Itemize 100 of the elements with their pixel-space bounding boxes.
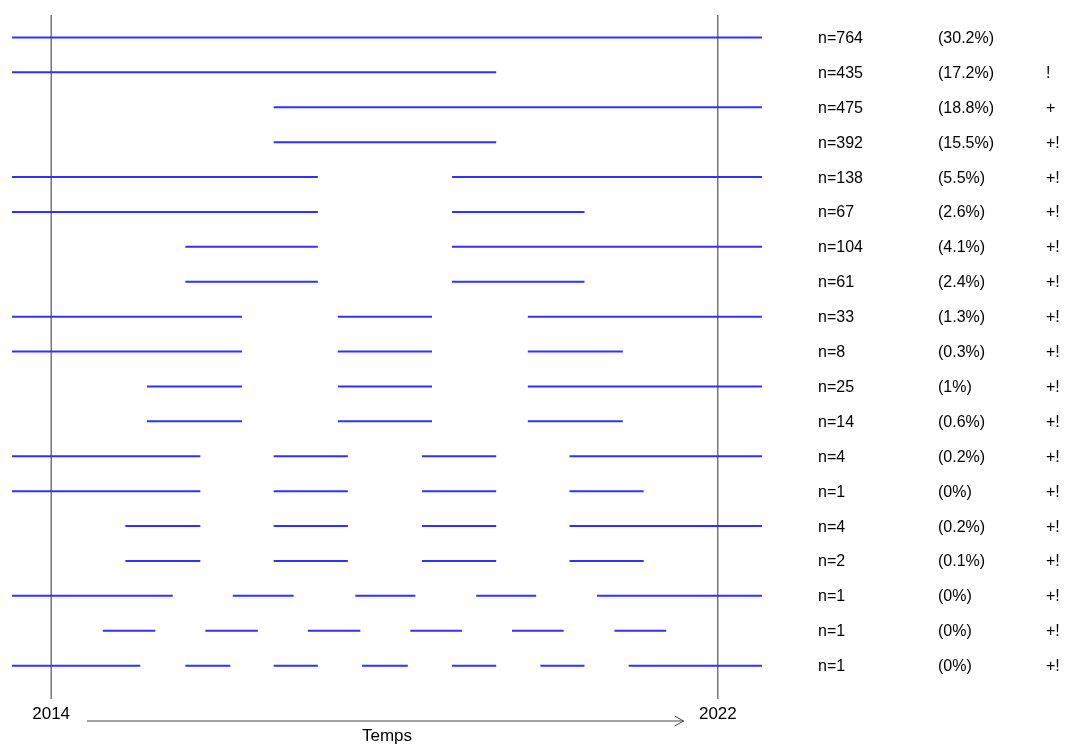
bar	[307, 629, 361, 632]
bar	[527, 385, 762, 388]
bar	[527, 350, 623, 353]
text: (0.2%)	[938, 517, 986, 535]
bar	[185, 664, 231, 667]
bar	[452, 176, 762, 179]
text: +	[1046, 98, 1056, 116]
text: +!	[1046, 168, 1060, 186]
bar	[452, 280, 585, 283]
y-tick-label: n=435	[818, 63, 864, 81]
text: (0.1%)	[938, 552, 986, 570]
bar	[614, 629, 667, 632]
text: +!	[1046, 657, 1060, 675]
y-tick-label: n=392	[818, 133, 864, 151]
y-tick-label: n=2	[818, 552, 846, 570]
bar	[569, 559, 644, 562]
bar	[273, 664, 318, 667]
bar	[147, 420, 242, 423]
bar	[12, 490, 201, 493]
bar	[337, 350, 432, 353]
bar	[185, 245, 318, 248]
bar	[12, 594, 173, 597]
text: (15.5%)	[938, 133, 995, 151]
text: +!	[1046, 308, 1060, 326]
bar	[527, 420, 623, 423]
bar	[232, 594, 294, 597]
text: +!	[1046, 203, 1060, 221]
text: (0.2%)	[938, 447, 986, 465]
text: !	[1046, 63, 1051, 81]
bar	[12, 36, 762, 39]
bar	[273, 106, 762, 109]
y-tick-label: n=33	[818, 308, 855, 326]
y-tick-label: n=1	[818, 587, 846, 605]
x-tick-label: 2022	[698, 704, 737, 724]
bar	[512, 629, 564, 632]
y-tick-label: n=67	[818, 203, 855, 221]
bar	[337, 315, 432, 318]
bar	[273, 141, 497, 144]
text: (2.4%)	[938, 273, 986, 291]
text: +!	[1046, 377, 1060, 395]
y-tick-label: n=4	[818, 517, 846, 535]
bar	[569, 455, 762, 458]
text: +!	[1046, 447, 1060, 465]
bar	[337, 420, 432, 423]
bar	[628, 664, 762, 667]
y-tick-label: n=475	[818, 98, 864, 116]
bar	[452, 210, 585, 213]
bar	[12, 210, 318, 213]
text: (0%)	[938, 622, 972, 640]
bar	[410, 629, 462, 632]
x-axis-title: Temps	[361, 726, 413, 745]
y-tick-label: n=1	[818, 657, 846, 675]
text: (30.2%)	[938, 28, 995, 46]
text: +!	[1046, 238, 1060, 256]
bar	[452, 245, 762, 248]
y-tick-label: n=1	[818, 622, 846, 640]
bar	[337, 385, 432, 388]
text: +!	[1046, 133, 1060, 151]
text: (0%)	[938, 587, 972, 605]
bar	[273, 559, 348, 562]
y-tick-label: n=61	[818, 273, 855, 291]
y-tick-label: n=104	[818, 238, 864, 256]
text: (0%)	[938, 657, 972, 675]
bar	[12, 71, 497, 74]
bar	[102, 629, 156, 632]
text: (2.6%)	[938, 203, 986, 221]
y-tick-label: n=764	[818, 28, 864, 46]
y-tick-label: n=4	[818, 447, 846, 465]
text: (1.3%)	[938, 308, 986, 326]
bar	[569, 525, 762, 528]
bar	[273, 525, 348, 528]
bar	[452, 664, 497, 667]
bar	[422, 490, 497, 493]
text: (5.5%)	[938, 168, 986, 186]
bar	[597, 594, 762, 597]
text: +!	[1046, 587, 1060, 605]
bar	[125, 525, 201, 528]
bar	[12, 315, 242, 318]
bar	[147, 385, 242, 388]
text: (0.3%)	[938, 343, 986, 361]
bar	[12, 455, 201, 458]
bar	[12, 176, 318, 179]
bar	[125, 559, 201, 562]
bar	[422, 525, 497, 528]
y-tick-label: n=138	[818, 168, 864, 186]
text: +!	[1046, 343, 1060, 361]
y-tick-label: n=8	[818, 343, 846, 361]
text: +!	[1046, 552, 1060, 570]
text: (18.8%)	[938, 98, 995, 116]
bar	[185, 280, 318, 283]
text: +!	[1046, 482, 1060, 500]
text: (1%)	[938, 377, 972, 395]
bar	[12, 664, 141, 667]
y-tick-label: n=1	[818, 482, 846, 500]
text: +!	[1046, 412, 1060, 430]
bar	[205, 629, 258, 632]
bar	[362, 664, 408, 667]
bar	[12, 350, 242, 353]
x-tick-label: 2014	[32, 704, 71, 724]
text: (0.6%)	[938, 412, 986, 430]
